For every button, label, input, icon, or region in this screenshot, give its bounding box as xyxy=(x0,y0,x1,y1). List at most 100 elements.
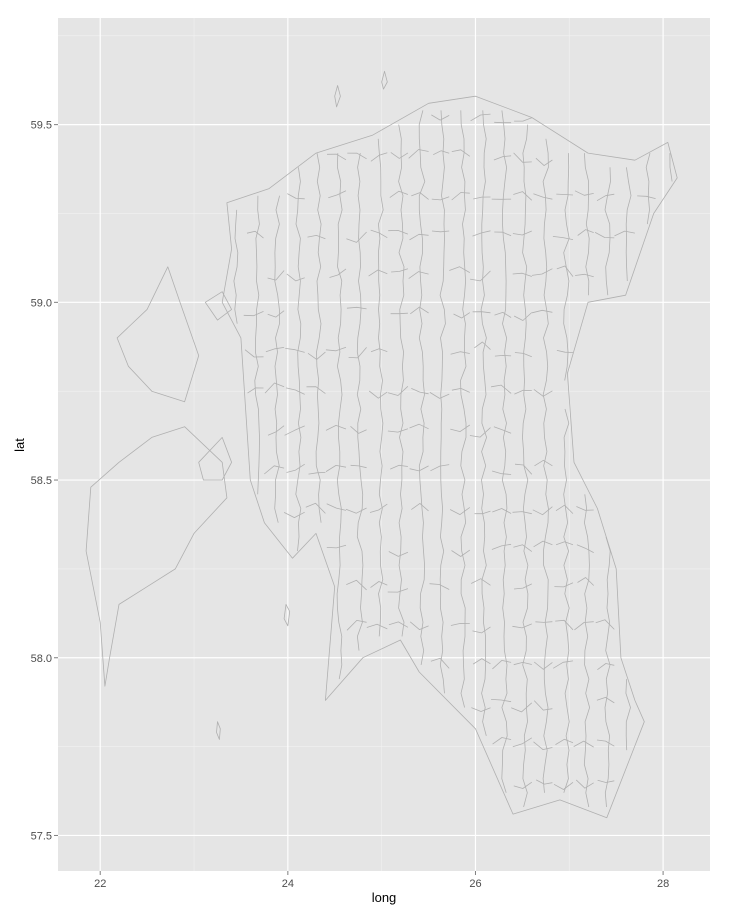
boundary-line xyxy=(409,423,429,430)
boundary-line xyxy=(388,621,409,628)
boundary-line xyxy=(326,153,347,161)
boundary-line xyxy=(388,551,409,557)
boundary-line xyxy=(472,658,491,665)
boundary-line xyxy=(308,472,326,475)
boundary-line xyxy=(408,271,429,279)
boundary-line xyxy=(370,348,388,353)
boundary-line xyxy=(473,196,491,200)
boundary-line xyxy=(325,425,347,431)
panel-background xyxy=(58,18,710,871)
boundary-line xyxy=(345,507,367,514)
boundary-line xyxy=(531,268,553,276)
boundary-line xyxy=(389,190,409,198)
boundary-line xyxy=(669,153,673,182)
boundary-line xyxy=(493,426,512,434)
boundary-line xyxy=(315,153,322,523)
boundary-line xyxy=(368,269,388,277)
boundary-line xyxy=(471,578,491,586)
boundary-line xyxy=(247,387,264,394)
boundary-line xyxy=(596,739,615,747)
boundary-line xyxy=(450,623,470,626)
y-tick-label: 58.0 xyxy=(31,653,52,665)
boundary-line xyxy=(347,152,367,160)
boundary-line xyxy=(474,341,491,350)
boundary-line xyxy=(433,150,450,156)
boundary-line xyxy=(430,464,450,472)
boundary-line xyxy=(472,626,491,634)
boundary-line xyxy=(267,425,285,436)
boundary-line xyxy=(451,149,471,157)
boundary-line xyxy=(326,544,347,549)
boundary-line xyxy=(368,390,388,399)
boundary-line xyxy=(390,312,408,315)
boundary-line xyxy=(370,152,388,162)
boundary-line xyxy=(409,621,429,630)
boundary-line xyxy=(472,230,491,237)
boundary-line xyxy=(535,621,553,623)
boundary-line xyxy=(472,311,491,314)
boundary-line xyxy=(597,663,615,671)
boundary-line xyxy=(512,737,533,748)
y-tick-label: 59.5 xyxy=(31,120,52,132)
boundary-line xyxy=(513,191,533,201)
region-hiiumaa xyxy=(116,266,200,403)
boundary-line xyxy=(411,192,429,200)
boundary-line xyxy=(514,117,532,122)
boundary-line xyxy=(307,351,326,360)
region-kihnu xyxy=(283,604,291,627)
x-tick-label: 26 xyxy=(469,878,481,890)
boundary-line xyxy=(533,661,553,670)
boundary-line xyxy=(576,506,594,511)
boundary-line xyxy=(398,124,405,637)
y-axis-ticks: 57.5 58.0 58.5 59.0 59.5 xyxy=(31,120,58,842)
boundary-line xyxy=(286,273,305,282)
boundary-line xyxy=(533,389,553,397)
boundary-line xyxy=(493,155,512,161)
boundary-line xyxy=(449,266,470,273)
boundary-line xyxy=(583,494,590,808)
boundary-line xyxy=(563,153,570,381)
boundary-line xyxy=(501,110,508,793)
boundary-line xyxy=(264,382,285,394)
y-tick-label: 59.0 xyxy=(31,297,52,309)
boundary-line xyxy=(387,386,409,396)
boundary-line xyxy=(542,138,549,793)
boundary-line xyxy=(513,544,533,552)
boundary-line xyxy=(391,268,409,273)
boundary-line xyxy=(531,309,553,314)
boundary-line xyxy=(533,741,553,750)
boundary-line xyxy=(305,502,326,514)
boundary-line xyxy=(431,196,450,201)
boundary-line xyxy=(614,230,635,237)
boundary-line xyxy=(533,193,553,200)
boundary-line xyxy=(491,699,512,703)
boundary-line xyxy=(306,386,326,394)
boundary-line xyxy=(512,511,532,515)
boundary-line xyxy=(625,679,631,751)
boundary-line xyxy=(409,465,429,472)
boundary-line xyxy=(370,581,388,588)
boundary-line xyxy=(494,355,512,357)
region-saaremaa xyxy=(85,426,228,687)
boundary-line xyxy=(555,504,574,514)
boundary-line xyxy=(512,230,532,236)
boundary-line xyxy=(450,351,470,355)
boundary-line xyxy=(574,621,594,631)
boundary-line xyxy=(513,312,533,321)
boundary-line xyxy=(471,707,491,712)
boundary-line xyxy=(514,352,532,358)
boundary-line xyxy=(584,153,590,296)
boundary-line xyxy=(575,779,594,789)
boundary-line xyxy=(555,619,574,631)
boundary-line xyxy=(577,577,594,586)
y-tick-label: 58.5 xyxy=(31,475,52,487)
boundary-line xyxy=(346,306,367,310)
boundary-line xyxy=(470,113,491,122)
boundary-line xyxy=(325,465,347,472)
boundary-line xyxy=(295,167,302,552)
x-tick-label: 24 xyxy=(282,878,294,890)
boundary-line xyxy=(449,507,471,515)
boundary-line xyxy=(594,232,615,239)
boundary-line xyxy=(366,623,388,630)
